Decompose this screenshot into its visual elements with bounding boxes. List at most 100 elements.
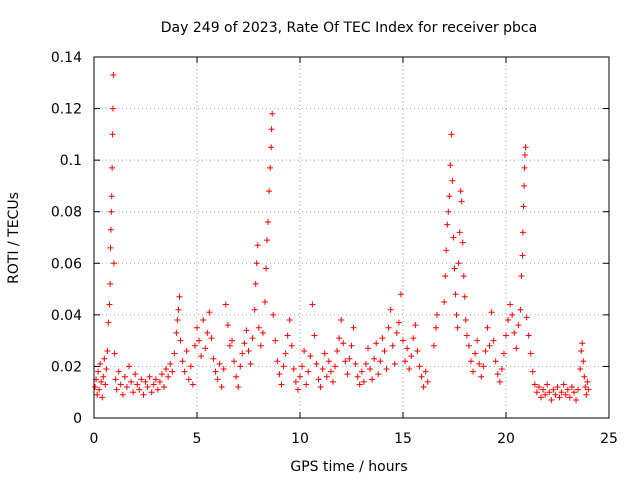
data-point — [239, 350, 246, 357]
y-tick-label: 0.08 — [51, 205, 82, 221]
data-point — [270, 311, 277, 318]
data-point — [191, 342, 198, 349]
data-point — [383, 366, 390, 373]
data-point — [338, 317, 345, 324]
data-point — [167, 360, 174, 367]
data-point — [99, 394, 106, 401]
data-point — [350, 324, 357, 331]
data-point — [362, 360, 369, 367]
data-point — [527, 350, 534, 357]
data-point — [430, 342, 437, 349]
data-point — [266, 188, 273, 195]
y-tick-label: 0 — [73, 411, 82, 427]
data-point — [581, 373, 588, 380]
data-point — [381, 347, 388, 354]
data-point — [245, 347, 252, 354]
data-point — [123, 384, 130, 391]
data-point — [443, 247, 450, 254]
data-point — [231, 358, 238, 365]
y-tick-label: 0.1 — [60, 153, 82, 169]
data-point — [175, 306, 182, 313]
data-point — [196, 337, 203, 344]
data-point — [533, 389, 540, 396]
data-point — [444, 221, 451, 228]
data-point — [290, 366, 297, 373]
data-point — [448, 131, 455, 138]
data-point — [113, 386, 120, 393]
x-axis-label: GPS time / hours — [290, 459, 407, 475]
data-point — [455, 260, 462, 267]
data-point — [148, 389, 155, 396]
data-point — [117, 381, 124, 388]
data-point — [140, 391, 147, 398]
data-point — [109, 105, 116, 112]
data-point — [358, 368, 365, 375]
data-point — [146, 373, 153, 380]
x-tick-label: 0 — [90, 431, 99, 447]
data-point — [584, 378, 591, 385]
data-point — [442, 273, 449, 280]
data-point — [214, 376, 221, 383]
data-point — [307, 353, 314, 360]
x-tick-label: 25 — [600, 431, 618, 447]
data-point — [95, 368, 102, 375]
data-point — [174, 317, 181, 324]
data-point — [538, 394, 545, 401]
data-point — [484, 324, 491, 331]
data-point — [107, 280, 114, 287]
y-tick-label: 0.04 — [51, 308, 82, 324]
data-point — [130, 389, 137, 396]
data-point — [515, 322, 522, 329]
data-point — [222, 301, 229, 308]
data-point — [356, 381, 363, 388]
data-point — [292, 378, 299, 385]
data-point — [109, 131, 116, 138]
data-point — [519, 252, 526, 259]
data-point — [181, 368, 188, 375]
data-point — [461, 293, 468, 300]
data-point — [585, 386, 592, 393]
data-point — [453, 311, 460, 318]
data-point — [121, 373, 128, 380]
data-point — [241, 340, 248, 347]
data-point — [233, 373, 240, 380]
data-point — [309, 301, 316, 308]
data-point — [414, 347, 421, 354]
data-point — [235, 384, 242, 391]
data-point — [247, 360, 254, 367]
data-point — [344, 371, 351, 378]
data-point — [389, 342, 396, 349]
data-point — [156, 378, 163, 385]
data-point — [517, 306, 524, 313]
data-point — [163, 366, 170, 373]
data-point — [282, 350, 289, 357]
y-axis-label: ROTI / TECUs — [6, 192, 22, 284]
data-point — [265, 219, 272, 226]
data-point — [216, 360, 223, 367]
data-point — [138, 376, 145, 383]
data-point — [395, 319, 402, 326]
data-point — [220, 366, 227, 373]
data-point — [299, 363, 306, 370]
data-point — [142, 378, 149, 385]
data-point — [348, 342, 355, 349]
data-point — [575, 386, 582, 393]
data-point — [550, 386, 557, 393]
data-point — [385, 324, 392, 331]
data-point — [317, 384, 324, 391]
data-point — [408, 353, 415, 360]
y-tick-label: 0.12 — [51, 102, 82, 118]
data-point — [456, 229, 463, 236]
data-point — [560, 381, 567, 388]
data-point — [154, 386, 161, 393]
data-point — [259, 329, 266, 336]
data-point — [132, 371, 139, 378]
data-point — [336, 335, 343, 342]
data-point — [177, 337, 184, 344]
chart-title: Day 249 of 2023, Rate Of TEC Index for r… — [161, 20, 537, 36]
data-point — [540, 386, 547, 393]
data-point — [134, 381, 141, 388]
x-axis-ticks: 0 5 10 15 20 25 — [90, 57, 618, 447]
